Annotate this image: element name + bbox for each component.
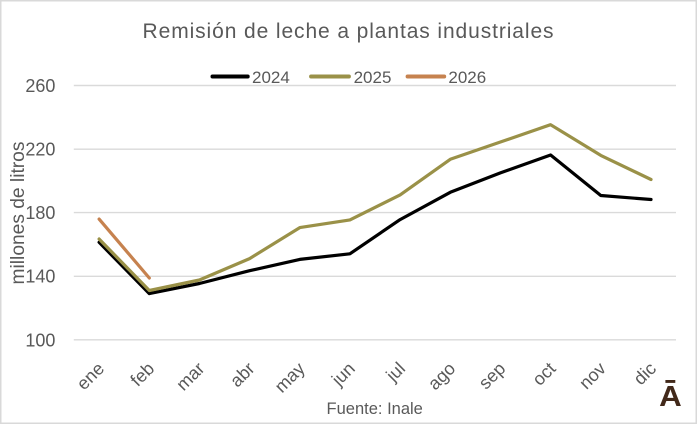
svg-text:260: 260 xyxy=(25,76,55,96)
svg-text:220: 220 xyxy=(25,140,55,160)
svg-text:140: 140 xyxy=(25,267,55,287)
svg-text:millones de litros: millones de litros xyxy=(8,142,29,285)
svg-text:Fuente: Inale: Fuente: Inale xyxy=(327,400,423,418)
svg-text:Remisión de leche a plantas in: Remisión de leche a plantas industriales xyxy=(143,20,555,43)
svg-text:2024: 2024 xyxy=(252,68,290,87)
svg-text:A: A xyxy=(659,381,682,413)
svg-text:100: 100 xyxy=(25,330,55,350)
svg-text:2025: 2025 xyxy=(354,68,392,87)
svg-text:2026: 2026 xyxy=(448,68,486,87)
svg-text:180: 180 xyxy=(25,203,55,223)
